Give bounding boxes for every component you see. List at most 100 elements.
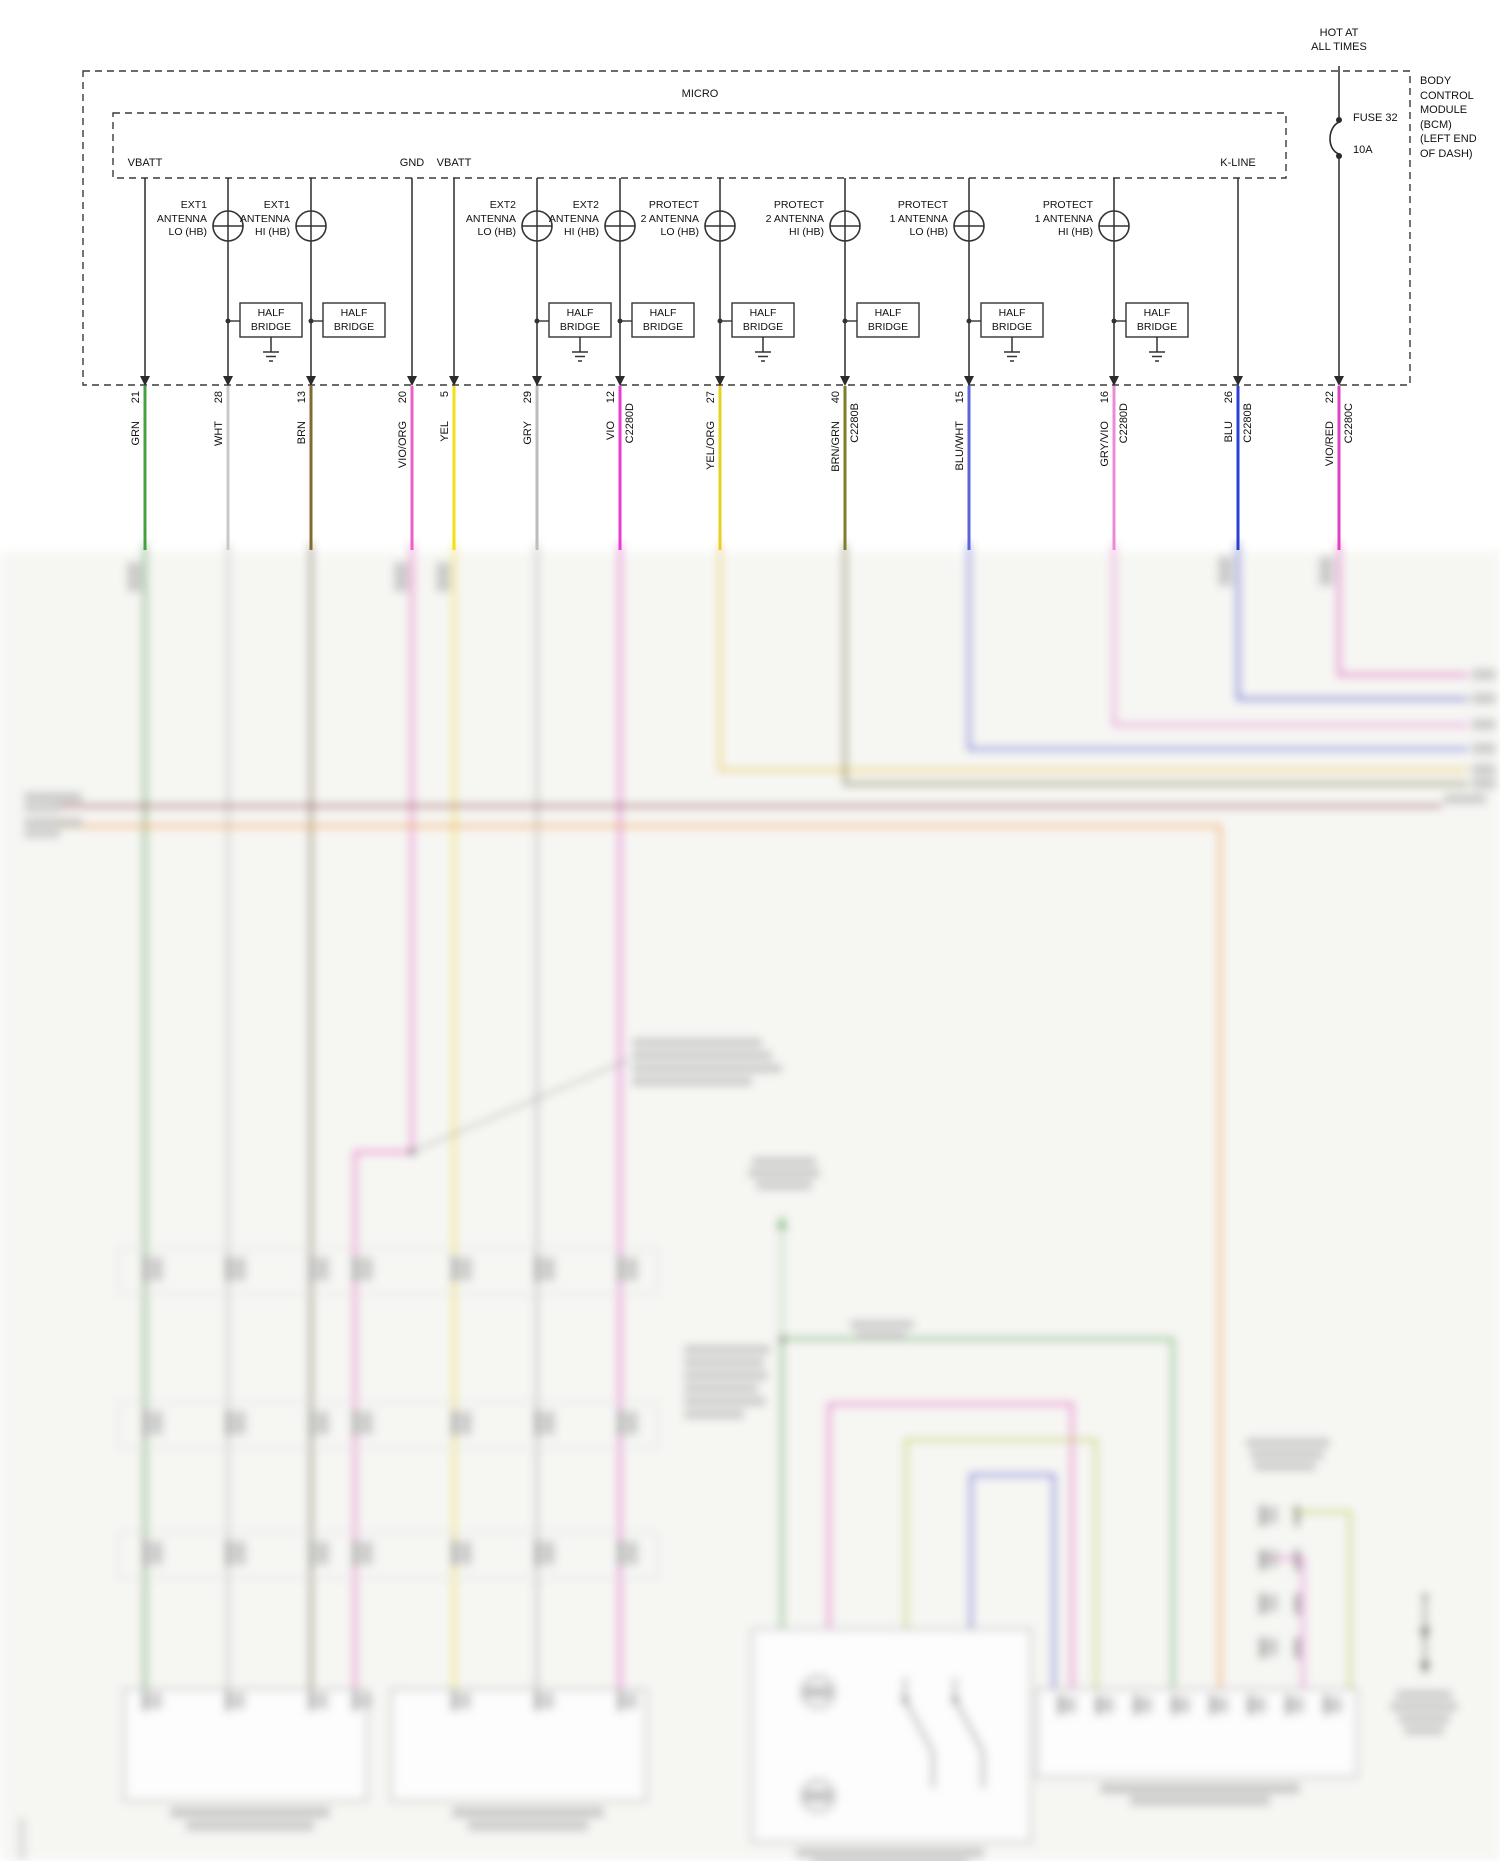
wire-color-10: GRY/VIO — [1099, 421, 1111, 467]
port-label-vbatt-2: VBATT — [436, 157, 472, 169]
fuse-name-label: FUSE 32 — [1353, 112, 1398, 124]
wire-run-blu-wht — [967, 544, 1468, 751]
port-label-gnd: GND — [399, 157, 425, 169]
module-outlines — [82, 70, 1411, 386]
half-bridge-box — [980, 302, 1044, 338]
half-bridge-box — [239, 302, 303, 338]
arrow-down-icon — [532, 376, 542, 386]
half-bridge-box — [856, 302, 920, 338]
junction-dot — [408, 1148, 416, 1156]
fuse-terminal-dot — [1336, 117, 1342, 123]
wire-run-ylwgrn-right — [1292, 1510, 1352, 1689]
wire-color-3: VIO/ORG — [397, 421, 409, 469]
arrow-down-icon — [407, 376, 417, 386]
blurred-connector-boxes — [123, 1505, 1431, 1843]
wire-pin-3: 20 — [397, 391, 409, 404]
exit-arrows — [140, 376, 1344, 386]
fuse-icon — [1329, 121, 1340, 155]
arrow-down-icon — [1334, 376, 1344, 386]
wire-color-11: BLU — [1223, 421, 1235, 443]
arrow-down-icon — [1109, 376, 1119, 386]
ext1-antenna-lo-label: EXT1 ANTENNA LO (HB) — [156, 199, 207, 238]
ground-icon — [263, 337, 279, 362]
wire-connector-12: C2280C — [1343, 403, 1355, 444]
wire-run-green-right — [782, 1337, 1175, 1691]
wire-color-0: GRN — [130, 421, 142, 446]
junction-dot — [778, 1335, 786, 1343]
wire-run-gry-vio — [1112, 544, 1468, 727]
arrow-down-icon — [840, 376, 850, 386]
port-label-kline: K-LINE — [1220, 157, 1256, 169]
protect2-antenna-hi-label: PROTECT 2 ANTENNA HI (HB) — [765, 199, 824, 238]
half-bridge-box — [322, 302, 386, 338]
wire-pin-12: 22 — [1324, 391, 1336, 404]
half-bridge-box — [1125, 302, 1189, 338]
half-bridge-box — [631, 302, 695, 338]
arrow-down-icon — [964, 376, 974, 386]
wire-pin-8: 40 — [830, 391, 842, 404]
half-bridge-label-7: HALF BRIDGE — [991, 307, 1033, 333]
half-bridge-label-8: HALF BRIDGE — [1136, 307, 1178, 333]
blurred-connector-rows — [117, 1247, 659, 1579]
protect1-antenna-lo-label: PROTECT 1 ANTENNA LO (HB) — [889, 199, 948, 238]
protect2-antenna-lo-label: PROTECT 2 ANTENNA LO (HB) — [640, 199, 699, 238]
arrow-down-icon — [715, 376, 725, 386]
wire-pin-0: 21 — [130, 391, 142, 404]
wire-color-1: WHT — [213, 421, 225, 447]
half-bridge-box — [731, 302, 795, 338]
ground-symbols — [263, 337, 1165, 362]
wire-color-2: BRN — [296, 421, 308, 445]
fuse-rating-label: 10A — [1353, 144, 1373, 156]
arrow-down-icon — [223, 376, 233, 386]
wire-pin-7: 27 — [705, 391, 717, 404]
wire-run-yel-org — [718, 544, 1468, 772]
half-bridge-boxes — [225, 302, 1189, 338]
wire-run-brn-grn — [843, 544, 1468, 786]
wire-color-6: VIO — [605, 421, 617, 440]
wire-connector-6: C2280D — [624, 403, 636, 444]
half-bridge-box — [548, 302, 612, 338]
wire-color-8: BRN/GRN — [830, 421, 842, 472]
wire-run-orange — [58, 824, 1222, 1691]
half-bridge-label-5: HALF BRIDGE — [742, 307, 784, 333]
blurred-lower-diagram — [0, 544, 1500, 1861]
wire-run-ylwgrn-stair — [904, 1438, 1098, 1691]
ground-icon — [1004, 337, 1020, 362]
half-bridge-label-6: HALF BRIDGE — [867, 307, 909, 333]
wire-color-7: YEL/ORG — [705, 421, 717, 470]
ground-icon — [572, 337, 588, 362]
arrow-down-icon — [306, 376, 316, 386]
leader-line — [411, 1059, 629, 1153]
blurred-wires — [58, 544, 1468, 1691]
half-bridge-label-4: HALF BRIDGE — [642, 307, 684, 333]
micro-label: MICRO — [681, 88, 719, 100]
wire-run-blue-stair — [969, 1473, 1056, 1691]
wire-pin-11: 26 — [1223, 391, 1235, 404]
wire-connector-8: C2280B — [849, 403, 861, 443]
wire-leads — [143, 386, 1341, 550]
wire-pin-2: 13 — [296, 391, 308, 404]
fuse-circuit — [1329, 117, 1342, 159]
ext1-antenna-hi-label: EXT1 ANTENNA HI (HB) — [239, 199, 290, 238]
wire-run-vio-red — [1337, 544, 1468, 677]
port-label-vbatt-1: VBATT — [127, 157, 163, 169]
bcm-label: BODY CONTROL MODULE (BCM) (LEFT END OF D… — [1420, 75, 1477, 160]
half-bridge-label-2: HALF BRIDGE — [333, 307, 375, 333]
ground-icon — [755, 337, 771, 362]
wire-pin-4: 5 — [439, 391, 451, 398]
wire-run-blu — [1236, 544, 1468, 701]
wire-pin-5: 29 — [522, 391, 534, 404]
wire-pin-1: 28 — [213, 391, 225, 404]
hot-at-all-times-label: HOT AT ALL TIMES — [1311, 27, 1367, 53]
wire-color-12: VIO/RED — [1324, 421, 1336, 467]
arrow-down-icon — [1233, 376, 1243, 386]
half-bridge-label-1: HALF BRIDGE — [250, 307, 292, 333]
arrow-up-icon — [776, 1214, 788, 1229]
half-bridge-label-3: HALF BRIDGE — [559, 307, 601, 333]
wire-color-4: YEL — [439, 421, 451, 442]
wire-color-9: BLU/WHT — [954, 421, 966, 471]
arrow-down-icon — [449, 376, 459, 386]
bcm-module-outline — [82, 70, 1411, 386]
